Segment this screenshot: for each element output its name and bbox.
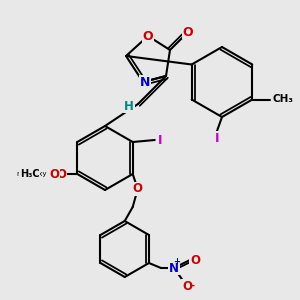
Text: -: - bbox=[191, 281, 195, 291]
Text: O: O bbox=[49, 167, 59, 181]
Text: O: O bbox=[190, 254, 200, 266]
Text: +: + bbox=[173, 256, 181, 266]
Text: I: I bbox=[215, 131, 219, 145]
Text: O: O bbox=[56, 167, 66, 181]
Text: methoxy: methoxy bbox=[17, 171, 47, 177]
Text: O: O bbox=[182, 280, 192, 292]
Text: H₃C: H₃C bbox=[20, 169, 39, 179]
Text: O: O bbox=[183, 26, 193, 38]
Text: N: N bbox=[169, 262, 179, 275]
Text: N: N bbox=[140, 76, 150, 88]
Text: H: H bbox=[124, 100, 134, 112]
Text: O: O bbox=[143, 29, 153, 43]
Text: O: O bbox=[56, 167, 66, 181]
Text: I: I bbox=[158, 134, 162, 146]
Text: O: O bbox=[133, 182, 143, 196]
Text: CH₃: CH₃ bbox=[272, 94, 293, 104]
